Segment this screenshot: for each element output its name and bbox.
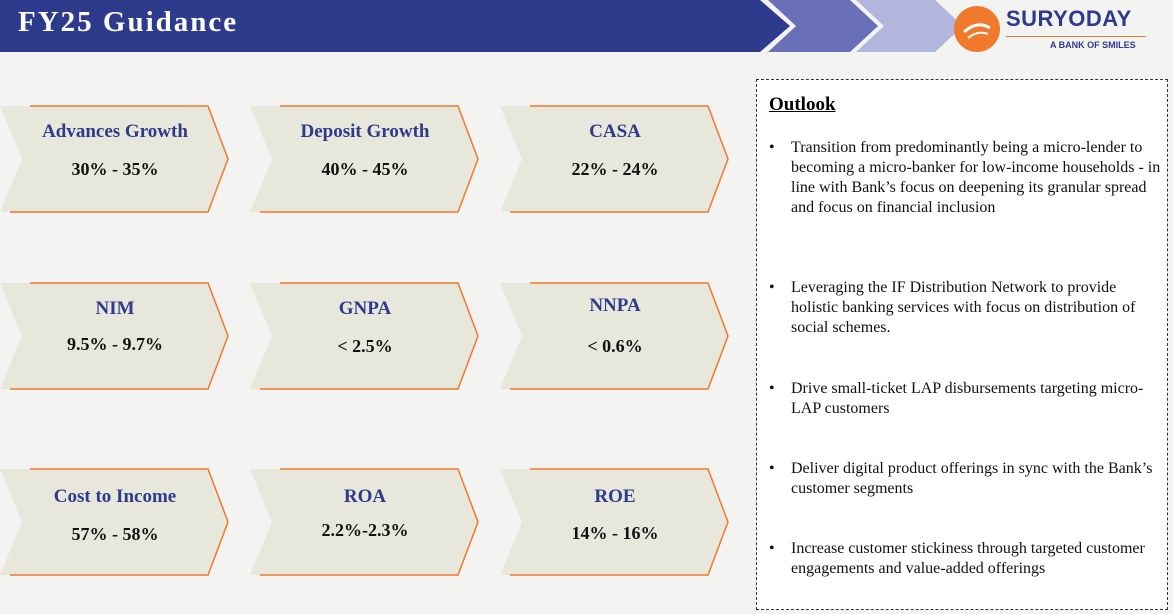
outlook-title: Outlook (769, 94, 836, 115)
bullet-icon: • (769, 279, 775, 296)
bullet-icon: • (769, 380, 775, 397)
bullet-icon: • (769, 540, 775, 557)
card-value: 22% - 24% (571, 159, 659, 179)
guidance-card: Deposit Growth 40% - 45% (250, 103, 480, 215)
logo-name: SURYODAY (1006, 6, 1132, 31)
card-label: Cost to Income (53, 486, 177, 507)
bullet-text: Drive small-ticket LAP disbursements tar… (791, 380, 1144, 417)
page-title: FY25 Guidance (18, 6, 239, 38)
card-label: NIM (95, 298, 135, 319)
card-value: < 2.5% (337, 336, 393, 356)
card-value: 30% - 35% (71, 159, 159, 179)
card-label: CASA (589, 121, 641, 142)
bullet-icon: • (769, 139, 775, 156)
header-chevrons (0, 0, 963, 52)
bullet-text: Leveraging the IF Distribution Network t… (791, 279, 1136, 336)
guidance-card: Advances Growth 30% - 35% (0, 103, 230, 215)
card-label: GNPA (338, 298, 392, 319)
suryoday-logo: SURYODAY A BANK OF SMILES (954, 4, 1164, 52)
header-bar: FY25 Guidance SURYODAY A BANK OF SMILES (0, 0, 1173, 52)
guidance-card: ROE 14% - 16% (500, 466, 730, 578)
card-label: NNPA (589, 295, 641, 316)
guidance-card: NNPA < 0.6% (500, 280, 730, 392)
card-label: ROA (343, 486, 387, 507)
card-value: 40% - 45% (321, 159, 409, 179)
card-label: Advances Growth (42, 121, 188, 142)
bullet-icon: • (769, 460, 775, 477)
card-value: 9.5% - 9.7% (67, 334, 163, 354)
card-value: < 0.6% (587, 336, 643, 356)
sun-logo-icon (954, 6, 1000, 52)
card-label: Deposit Growth (300, 121, 430, 142)
guidance-card: ROA 2.2%-2.3% (250, 466, 480, 578)
guidance-card: CASA 22% - 24% (500, 103, 730, 215)
bullet-text: Transition from predominantly being a mi… (791, 139, 1161, 216)
logo-divider (1006, 36, 1146, 37)
guidance-card: NIM 9.5% - 9.7% (0, 280, 230, 392)
card-value: 2.2%-2.3% (321, 520, 409, 540)
bullet-text: Increase customer stickiness through tar… (791, 540, 1145, 577)
guidance-card: Cost to Income 57% - 58% (0, 466, 230, 578)
outlook-panel: Outlook • Transition from predominantly … (756, 79, 1168, 610)
bullet-text: Deliver digital product offerings in syn… (791, 460, 1153, 497)
card-value: 14% - 16% (571, 523, 659, 543)
guidance-card: GNPA < 2.5% (250, 280, 480, 392)
logo-tagline: A BANK OF SMILES (1050, 40, 1136, 50)
card-label: ROE (594, 486, 636, 507)
card-value: 57% - 58% (71, 524, 159, 544)
